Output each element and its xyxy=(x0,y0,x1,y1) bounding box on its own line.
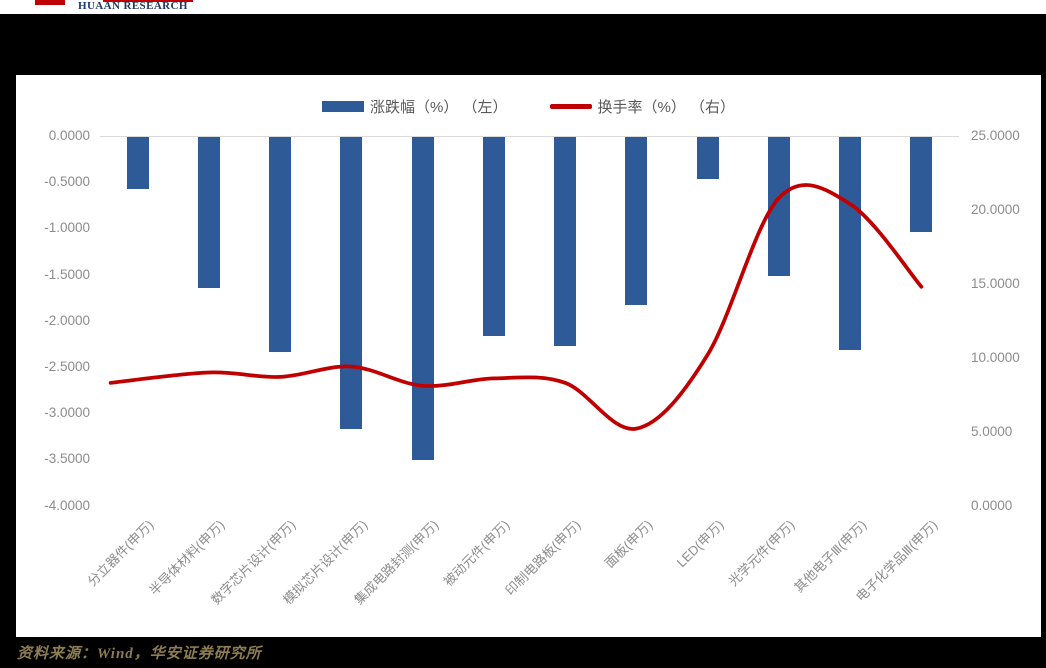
legend-label-change: 涨跌幅（%） （左） xyxy=(369,99,508,116)
chart-legend: 涨跌幅（%） （左） 换手率（%） （右） xyxy=(16,96,1041,117)
x-label-分立器件(申万): 分立器件(申万) xyxy=(84,517,157,590)
bar-模拟芯片设计(申万) xyxy=(340,137,363,429)
bar-其他电子Ⅲ(申万) xyxy=(839,137,862,351)
left-axis-tick: -1.5000 xyxy=(44,266,90,282)
bar-印制电路板(申万) xyxy=(554,137,577,346)
bar-光学元件(申万) xyxy=(767,137,790,276)
right-axis-tick: 10.0000 xyxy=(971,349,1020,365)
right-axis-tick: 15.0000 xyxy=(971,275,1020,291)
right-axis-tick: 25.0000 xyxy=(971,128,1020,143)
x-label-LED(申万): LED(申万) xyxy=(673,517,727,571)
bar-被动元件(申万) xyxy=(482,137,505,336)
bar-电子化学品Ⅲ(申万) xyxy=(910,137,933,233)
right-axis-tick: 0.0000 xyxy=(971,497,1013,513)
bar-series-swatch-icon xyxy=(321,101,364,112)
line-series-swatch-icon xyxy=(549,104,592,109)
bar-分立器件(申万) xyxy=(126,137,149,189)
bar-数字芯片设计(申万) xyxy=(269,137,292,353)
plot-area: 0.0000 -0.5000 -1.0000 -1.5000 -2.0000 -2.500… xyxy=(16,75,1041,637)
left-axis-tick: -4.0000 xyxy=(44,497,90,513)
x-label-被动元件(申万): 被动元件(申万) xyxy=(440,517,513,590)
bar-半导体材料(申万) xyxy=(197,137,220,288)
right-axis-tick: 20.0000 xyxy=(971,201,1020,217)
bar-面板(申万) xyxy=(625,137,648,306)
left-axis-tick: -2.0000 xyxy=(44,312,90,328)
zero-axis-line xyxy=(100,136,959,137)
legend-item-turnover: 换手率（%） （右） xyxy=(549,96,736,117)
x-label-面板(申万): 面板(申万) xyxy=(601,517,656,571)
header-red-rule xyxy=(103,0,193,2)
legend-item-change: 涨跌幅（%） （左） xyxy=(321,96,508,117)
chart-panel: 涨跌幅（%） （左） 换手率（%） （右） 0.0000 -0.5000 -1.00… xyxy=(16,75,1041,637)
turnover-line xyxy=(108,183,924,431)
left-axis-tick: -1.0000 xyxy=(44,220,90,236)
bar-LED(申万) xyxy=(696,137,719,179)
x-label-光学元件(申万): 光学元件(申万) xyxy=(725,517,798,590)
left-axis-tick: -2.5000 xyxy=(44,358,90,374)
brand-text: HUAAN RESEARCH xyxy=(78,0,188,12)
huaan-logo-fragment xyxy=(35,0,65,5)
page-header-strip: HUAAN RESEARCH xyxy=(0,0,1046,14)
left-axis-tick: 0.0000 xyxy=(48,128,90,143)
legend-label-turnover: 换手率（%） （右） xyxy=(597,99,736,116)
left-axis-tick: -3.0000 xyxy=(44,405,90,421)
bar-集成电路封测(申万) xyxy=(411,137,434,461)
left-axis-tick: -3.5000 xyxy=(44,451,90,467)
source-note: 资料来源：Wind，华安证券研究所 xyxy=(17,646,262,662)
turnover-line-svg xyxy=(108,183,924,431)
left-axis-tick: -0.5000 xyxy=(44,174,90,190)
right-axis-tick: 5.0000 xyxy=(971,423,1013,439)
